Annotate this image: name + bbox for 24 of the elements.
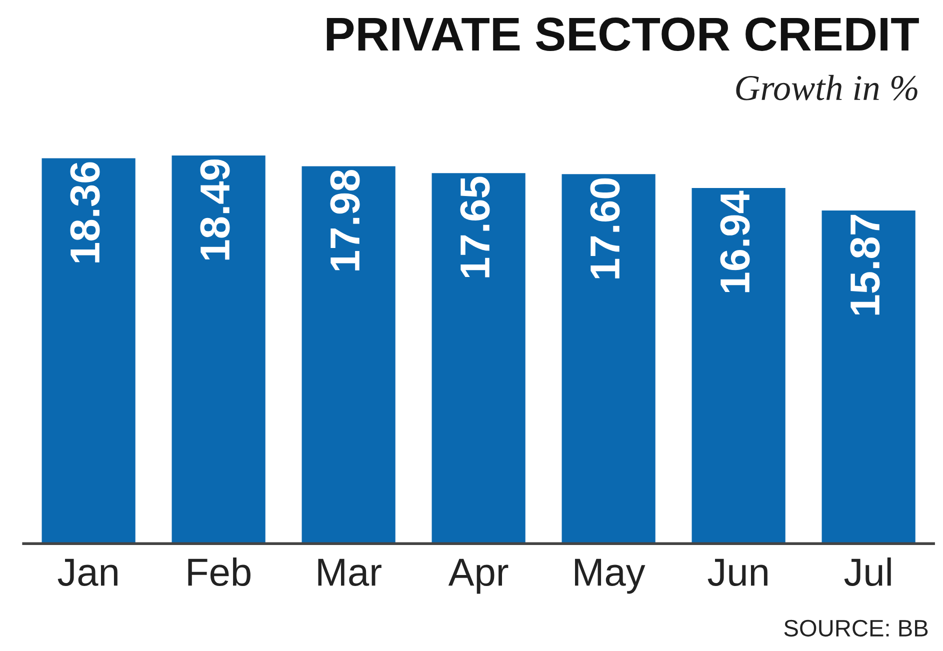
data-label: 17.65: [460, 176, 490, 278]
data-label: 15.87: [850, 214, 880, 315]
source-note: SOURCE: BB: [784, 620, 928, 637]
x-tick-label: Jan: [58, 558, 118, 586]
data-label: 17.60: [590, 178, 620, 278]
data-label: 16.94: [720, 190, 750, 292]
x-tick-label: May: [575, 558, 646, 594]
chart-title: PRIVATE SECTOR CREDIT: [326, 18, 919, 51]
x-tick-label: Jul: [844, 557, 891, 586]
data-label: 17.98: [330, 170, 360, 270]
bar: [302, 166, 396, 544]
chart-subtitle: Growth in %: [736, 74, 918, 100]
x-tick-label: Jun: [708, 558, 768, 586]
x-tick-label: Apr: [448, 558, 508, 594]
data-label: 18.36: [70, 162, 100, 262]
bar: [172, 155, 266, 544]
x-tick-label: Mar: [318, 558, 382, 586]
bar: [692, 188, 786, 544]
bar: [42, 158, 136, 544]
bar: [432, 173, 526, 544]
bar: [822, 210, 916, 544]
x-tick-label: Feb: [188, 557, 250, 586]
data-label: 18.49: [200, 160, 230, 260]
bar: [562, 174, 656, 544]
